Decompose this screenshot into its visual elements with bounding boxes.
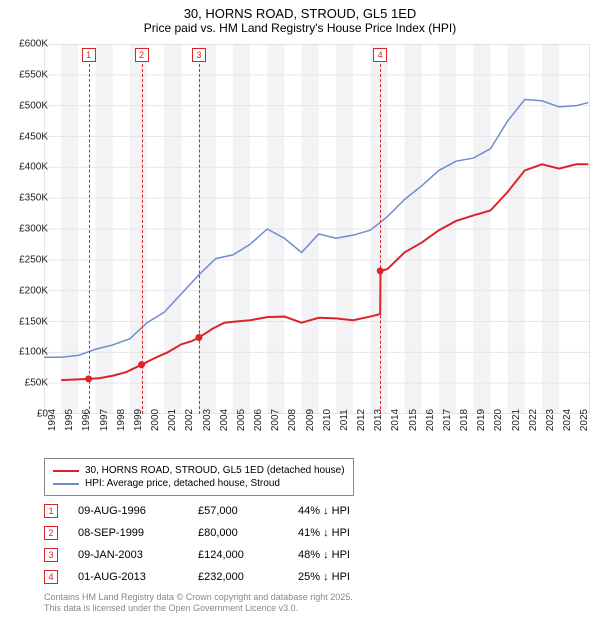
y-tick-label: £550K [19,69,48,80]
x-tick-label: 2014 [390,409,401,431]
x-tick-label: 2002 [184,409,195,431]
chart-marker-line-3 [199,64,200,414]
legend-label: HPI: Average price, detached house, Stro… [85,478,280,489]
row-pct: 25% ↓ HPI [298,571,418,583]
table-row: 1 09-AUG-1996£57,00044% ↓ HPI [44,500,418,522]
chart-title-line1: 30, HORNS ROAD, STROUD, GL5 1ED [0,0,600,21]
footer-line2: This data is licensed under the Open Gov… [44,603,353,614]
x-tick-label: 2005 [236,409,247,431]
row-price: £232,000 [198,571,298,583]
row-price: £124,000 [198,549,298,561]
row-pct: 41% ↓ HPI [298,527,418,539]
x-tick-label: 2001 [167,409,178,431]
y-tick-label: £250K [19,254,48,265]
row-date: 09-AUG-1996 [78,505,198,517]
x-tick-label: 2025 [579,409,590,431]
row-date: 08-SEP-1999 [78,527,198,539]
y-tick-label: £200K [19,285,48,296]
x-tick-label: 2012 [356,409,367,431]
chart-marker-4: 4 [373,48,387,62]
legend-box: 30, HORNS ROAD, STROUD, GL5 1ED (detache… [44,458,354,496]
row-date: 01-AUG-2013 [78,571,198,583]
table-row: 2 08-SEP-1999£80,00041% ↓ HPI [44,522,418,544]
y-tick-label: £350K [19,193,48,204]
row-marker: 4 [44,570,58,584]
chart-marker-2: 2 [135,48,149,62]
x-tick-label: 2021 [511,409,522,431]
row-marker: 1 [44,504,58,518]
x-tick-label: 2010 [322,409,333,431]
chart-marker-1: 1 [82,48,96,62]
x-tick-label: 2024 [562,409,573,431]
x-tick-label: 1995 [64,409,75,431]
x-tick-label: 2007 [270,409,281,431]
x-tick-label: 1996 [81,409,92,431]
x-tick-label: 1997 [99,409,110,431]
y-tick-label: £100K [19,347,48,358]
legend-swatch [53,470,79,472]
y-tick-label: £600K [19,39,48,50]
row-pct: 44% ↓ HPI [298,505,418,517]
row-price: £80,000 [198,527,298,539]
x-tick-label: 2023 [545,409,556,431]
x-tick-label: 2015 [408,409,419,431]
chart-marker-3: 3 [192,48,206,62]
x-tick-label: 2019 [476,409,487,431]
x-tick-label: 2020 [493,409,504,431]
y-tick-label: £450K [19,131,48,142]
row-marker: 2 [44,526,58,540]
x-tick-label: 1994 [47,409,58,431]
x-tick-label: 2000 [150,409,161,431]
chart-area [44,44,590,414]
row-date: 09-JAN-2003 [78,549,198,561]
table-row: 3 09-JAN-2003£124,00048% ↓ HPI [44,544,418,566]
row-marker: 3 [44,548,58,562]
x-tick-label: 2003 [202,409,213,431]
chart-marker-line-4 [380,64,381,414]
row-price: £57,000 [198,505,298,517]
legend-label: 30, HORNS ROAD, STROUD, GL5 1ED (detache… [85,465,345,476]
x-tick-label: 2016 [425,409,436,431]
legend-item: 30, HORNS ROAD, STROUD, GL5 1ED (detache… [53,465,345,476]
footer-text: Contains HM Land Registry data © Crown c… [44,592,353,614]
x-tick-label: 2011 [339,409,350,431]
x-tick-label: 2008 [287,409,298,431]
legend-swatch [53,483,79,485]
x-tick-label: 2006 [253,409,264,431]
y-tick-label: £300K [19,224,48,235]
row-pct: 48% ↓ HPI [298,549,418,561]
x-tick-label: 2017 [442,409,453,431]
x-tick-label: 2004 [219,409,230,431]
footer-line1: Contains HM Land Registry data © Crown c… [44,592,353,603]
y-tick-label: £400K [19,162,48,173]
x-tick-label: 2018 [459,409,470,431]
data-table: 1 09-AUG-1996£57,00044% ↓ HPI 2 08-SEP-1999… [44,500,418,588]
x-tick-label: 2013 [373,409,384,431]
x-tick-label: 2022 [528,409,539,431]
chart-marker-line-1 [89,64,90,414]
x-tick-label: 1998 [116,409,127,431]
x-tick-label: 2009 [305,409,316,431]
table-row: 4 01-AUG-2013£232,00025% ↓ HPI [44,566,418,588]
chart-marker-line-2 [142,64,143,414]
y-tick-label: £500K [19,100,48,111]
chart-svg [44,44,590,414]
y-tick-label: £150K [19,316,48,327]
legend-item: HPI: Average price, detached house, Stro… [53,478,345,489]
chart-title-line2: Price paid vs. HM Land Registry's House … [0,21,600,39]
y-tick-label: £50K [25,378,48,389]
